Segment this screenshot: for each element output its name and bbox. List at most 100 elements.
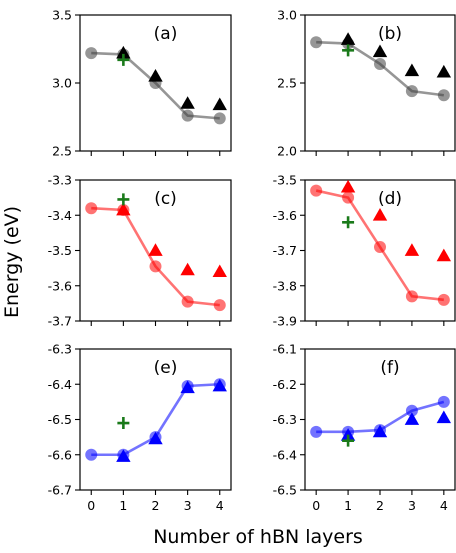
line-point: [181, 109, 194, 122]
y-tick-label: 2.5: [52, 144, 72, 159]
x-tick-label: 0: [87, 498, 95, 513]
panel-label: (c): [154, 189, 177, 209]
y-tick-label: -3.7: [48, 314, 72, 329]
line-point: [85, 47, 98, 60]
triangle-marker: [148, 431, 163, 445]
panel-label: (f): [380, 358, 399, 378]
triangle-marker: [436, 64, 452, 78]
triangle-marker: [372, 208, 388, 221]
x-tick-label: 2: [152, 498, 160, 513]
triangle-marker: [116, 449, 131, 462]
triangle-marker: [372, 424, 388, 438]
panel-b: 2.0 2.5 3.0 (b): [277, 8, 456, 159]
line-point: [405, 290, 418, 303]
triangle-marker: [212, 97, 227, 111]
y-tick-label: -3.3: [48, 173, 72, 188]
line-point: [437, 293, 450, 306]
y-tick-label: -3.6: [273, 208, 297, 223]
panel-a: 2.5 3.0 3.5 (a): [52, 8, 232, 159]
line-point: [374, 240, 386, 253]
y-tick-label: -6.5: [273, 483, 297, 498]
y-tick-label: 2.5: [277, 76, 297, 91]
triangle-marker: [116, 45, 131, 59]
y-tick-label: -6.7: [48, 483, 72, 498]
y-tick-label: -3.5: [48, 243, 72, 258]
triangle-marker: [180, 96, 195, 109]
line-point: [181, 295, 194, 308]
panel-label: (e): [154, 358, 178, 378]
x-tick-label: 3: [184, 498, 192, 513]
line-point: [310, 36, 323, 49]
triangle-marker: [148, 69, 163, 82]
y-tick-label: -6.6: [48, 447, 72, 462]
y-tick-label: -3.8: [273, 278, 297, 293]
triangle-marker: [148, 243, 163, 256]
y-tick-label: -6.5: [48, 412, 72, 427]
line-point: [374, 57, 386, 70]
line-point: [85, 202, 98, 215]
cross-marker: [342, 216, 355, 229]
triangle-marker: [212, 378, 227, 392]
line-point: [342, 191, 355, 204]
panel-f: -6.5 -6.4 -6.3 -6.2 -6.1 0 1 2 3 4 (f): [273, 342, 456, 513]
x-tick-label: 1: [119, 498, 127, 513]
line-point: [310, 425, 323, 438]
y-tick-label: -6.1: [273, 342, 297, 357]
x-tick-label: 3: [408, 498, 416, 513]
y-axis-label: Energy (eV): [1, 206, 23, 318]
triangle-marker: [404, 412, 420, 425]
panel-label: (d): [378, 189, 402, 209]
triangle-marker: [340, 428, 356, 441]
y-tick-label: 3.0: [277, 8, 297, 23]
y-tick-label: 3.0: [52, 76, 72, 91]
panel-d: -3.9 -3.8 -3.7 -3.6 -3.5 (d): [273, 173, 456, 329]
cross-marker: [117, 193, 130, 206]
y-tick-label: -6.3: [273, 412, 297, 427]
triangle-marker: [180, 262, 195, 276]
triangle-marker: [404, 63, 420, 77]
cross-marker: [117, 53, 130, 66]
line-point: [213, 112, 226, 125]
x-tick-label: 1: [344, 498, 352, 513]
y-tick-label: -3.9: [273, 314, 297, 329]
triangle-marker: [436, 410, 452, 424]
cross-marker: [342, 434, 355, 447]
y-tick-label: -3.7: [273, 243, 297, 258]
cross-marker: [117, 417, 130, 430]
line-point: [437, 89, 450, 102]
panel-e: -6.7 -6.6 -6.5 -6.4 -6.3 0 1 2 3 4 (e): [48, 342, 232, 513]
line-point: [85, 448, 98, 461]
triangle-marker: [372, 44, 388, 58]
triangle-marker: [436, 248, 452, 262]
line-point: [149, 260, 162, 273]
y-tick-label: 2.0: [277, 144, 297, 159]
y-tick-label: -3.4: [48, 208, 72, 223]
x-axis-label: Number of hBN layers: [153, 526, 363, 548]
line-point: [310, 184, 323, 197]
y-tick-label: -6.4: [48, 377, 72, 392]
line-point: [405, 404, 418, 417]
y-tick-label: -6.2: [273, 377, 297, 392]
series-line: [91, 206, 220, 307]
y-tick-label: 3.5: [52, 8, 72, 23]
line-point: [405, 85, 418, 98]
triangle-marker: [404, 243, 420, 256]
panel-label: (b): [378, 24, 402, 44]
triangle-marker: [212, 264, 227, 278]
triangle-marker: [116, 202, 131, 216]
panel-label: (a): [154, 24, 178, 44]
y-tick-label: -6.4: [273, 447, 297, 462]
x-tick-label: 0: [312, 498, 320, 513]
triangle-marker: [180, 380, 195, 394]
y-tick-label: -3.5: [273, 173, 297, 188]
cross-marker: [342, 44, 355, 57]
panels: 2.5 3.0 3.5 (a) 2.0 2.5 3.0 (b) -3.7 -3.6 -3.5 -3.4…: [48, 8, 456, 513]
x-tick-label: 4: [216, 498, 224, 513]
line-point: [437, 395, 450, 408]
x-tick-label: 2: [376, 498, 384, 513]
triangle-marker: [340, 179, 356, 193]
panel-c: -3.7 -3.6 -3.5 -3.4 -3.3 (c): [48, 173, 232, 329]
line-point: [213, 299, 226, 312]
x-tick-label: 4: [440, 498, 448, 513]
